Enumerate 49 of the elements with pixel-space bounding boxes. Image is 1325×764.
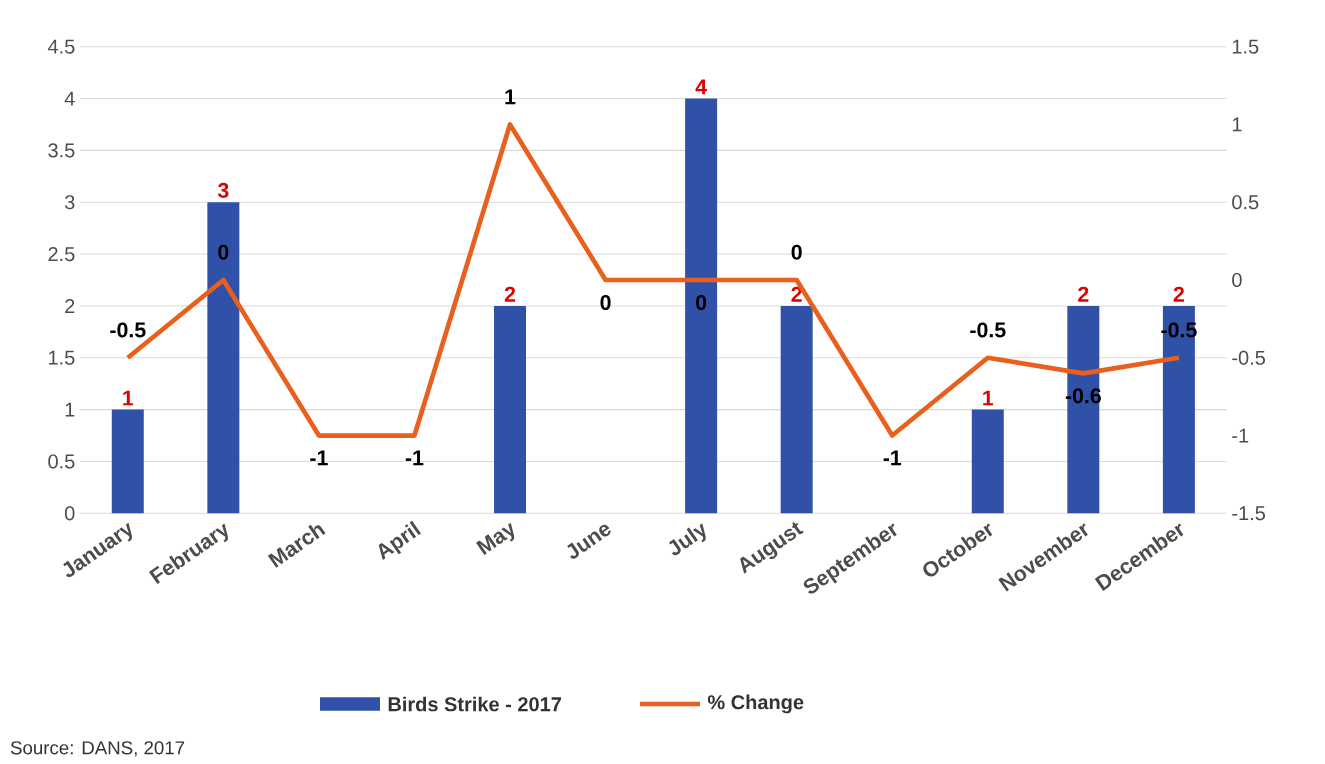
bar: [111, 409, 144, 514]
bar: [1162, 305, 1195, 514]
y2-tick-label: 1: [1232, 117, 1242, 132]
data-label: -0.5: [970, 322, 1006, 338]
data-label: -1: [405, 450, 424, 466]
data-label: 0: [218, 244, 229, 260]
data-label: 1: [983, 390, 994, 406]
y-tick-label: 2.5: [48, 246, 75, 262]
data-label: 3: [217, 182, 229, 198]
y-tick-label: 3.5: [48, 143, 75, 158]
y-tick-label: 4: [64, 91, 75, 106]
bar: [494, 305, 527, 514]
y-tick-label: 0: [64, 506, 75, 521]
source-note: Source: DANS, 2017: [10, 741, 185, 757]
data-label: 0: [696, 294, 707, 311]
legend-label: Birds Strike - 2017: [388, 696, 562, 712]
y-tick-label: 1: [65, 402, 75, 417]
y2-tick-label: 1.5: [1232, 39, 1259, 54]
x-tick-label: June: [567, 524, 611, 559]
x-tick-label: May: [476, 522, 515, 555]
y2-tick-label: -1.5: [1232, 506, 1266, 521]
legend-label: % Change: [707, 694, 804, 714]
y2-tick-label: -1: [1232, 428, 1249, 443]
data-label: 2: [791, 286, 802, 302]
data-label: -0.5: [110, 322, 146, 338]
y2-tick-label: 0: [1232, 272, 1242, 288]
data-label: -1: [883, 450, 902, 466]
bar: [1067, 305, 1100, 514]
bar: [207, 202, 240, 514]
data-label: 0: [791, 244, 802, 260]
bar: [685, 98, 718, 514]
data-label: 0: [600, 294, 611, 311]
data-label: 1: [123, 390, 134, 406]
y-tick-label: 4.5: [47, 39, 75, 54]
y-tick-label: 0.5: [48, 454, 75, 469]
bar: [971, 409, 1004, 514]
y-tick-label: 3: [64, 195, 75, 210]
data-label: 4: [695, 79, 707, 95]
data-label: 1: [505, 89, 516, 105]
y-tick-label: 2: [65, 298, 75, 313]
bar: [780, 305, 813, 514]
data-label: -1: [310, 450, 328, 466]
data-label: 2: [1078, 286, 1089, 302]
y-tick-label: 1.5: [49, 350, 75, 365]
y2-tick-label: 0.5: [1232, 195, 1259, 210]
data-label: 2: [1173, 286, 1184, 302]
data-label: 2: [504, 286, 516, 302]
x-tick-label: July: [669, 523, 706, 556]
y2-tick-label: -0.5: [1232, 350, 1266, 365]
